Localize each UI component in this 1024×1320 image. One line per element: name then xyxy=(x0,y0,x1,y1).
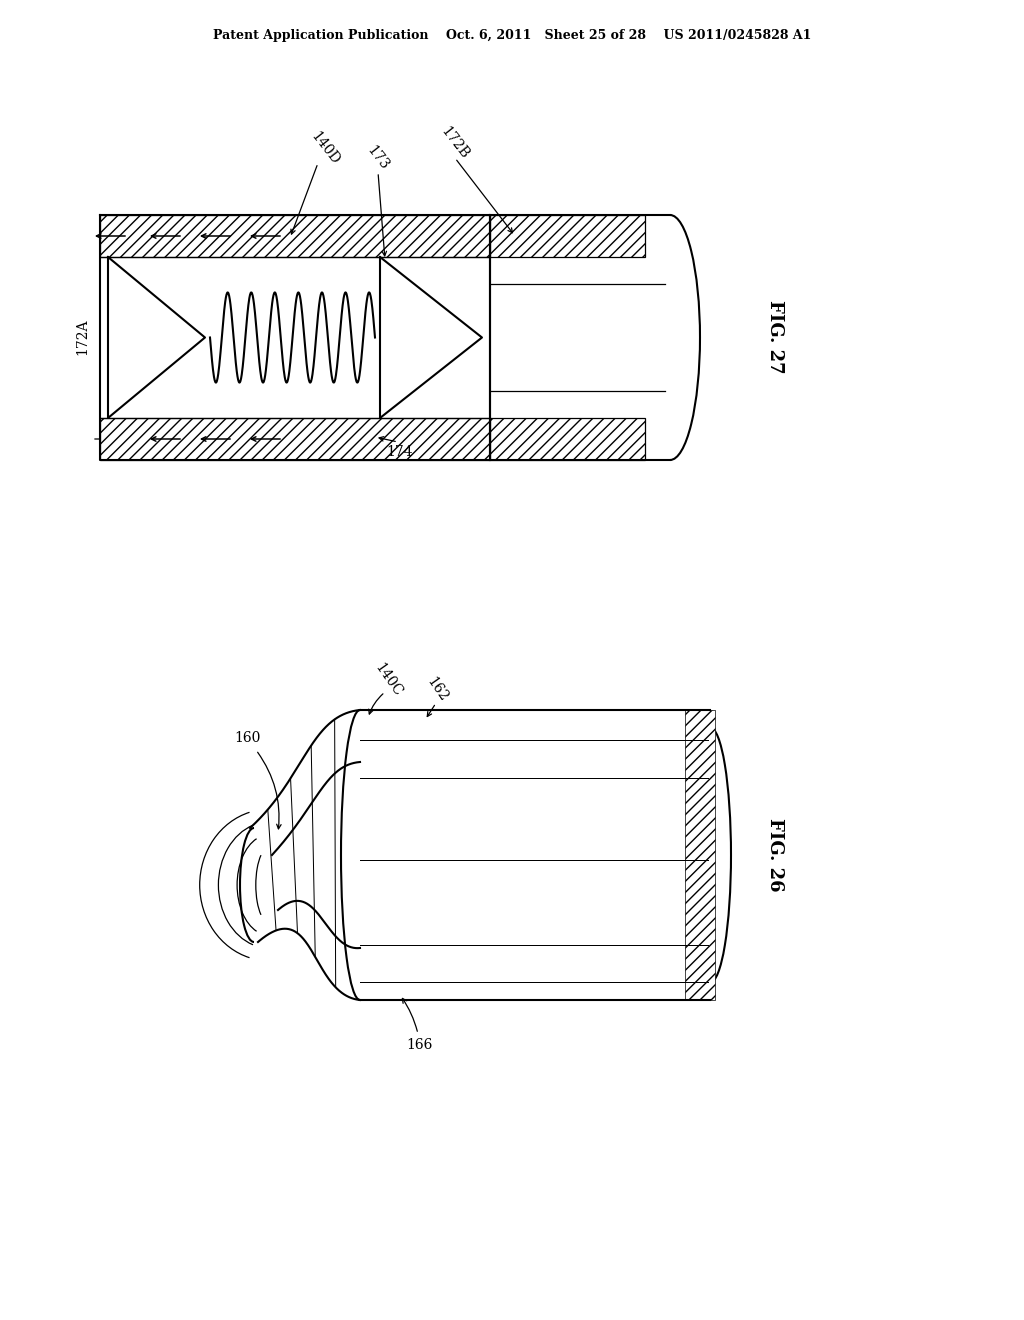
Text: 140C: 140C xyxy=(372,661,404,700)
Bar xyxy=(100,418,490,459)
Bar xyxy=(490,418,645,459)
Text: Patent Application Publication    Oct. 6, 2011   Sheet 25 of 28    US 2011/02458: Patent Application Publication Oct. 6, 2… xyxy=(213,29,811,41)
Text: 166: 166 xyxy=(407,1038,433,1052)
Bar xyxy=(490,215,645,257)
Text: 173: 173 xyxy=(365,144,391,173)
Bar xyxy=(100,215,490,257)
Text: 172B: 172B xyxy=(438,124,472,162)
Bar xyxy=(685,710,715,1001)
Text: FIG. 26: FIG. 26 xyxy=(766,818,784,892)
Text: 172A: 172A xyxy=(75,318,89,355)
Text: 160: 160 xyxy=(234,731,261,744)
Text: 140D: 140D xyxy=(308,129,342,168)
Text: 162: 162 xyxy=(424,676,451,705)
Text: FIG. 27: FIG. 27 xyxy=(766,300,784,374)
Text: 174: 174 xyxy=(387,445,414,459)
